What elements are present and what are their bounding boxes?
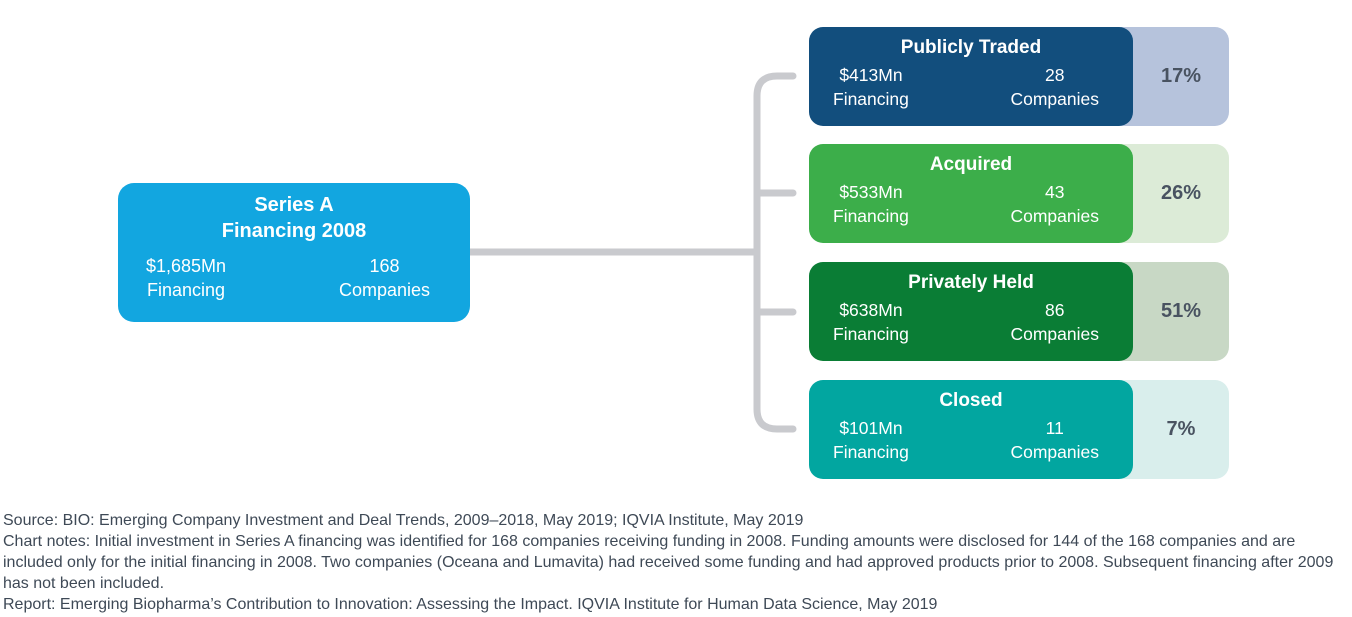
outcome-card-acquired: Acquired $533Mn Financing 43 Companies bbox=[809, 144, 1133, 243]
outcome-stats: $413Mn Financing 28 Companies bbox=[809, 63, 1133, 111]
outcome-companies-value: 86 bbox=[1045, 300, 1065, 320]
outcome-companies-label: Companies bbox=[1010, 89, 1099, 109]
outcome-financing-label: Financing bbox=[833, 206, 909, 226]
outcome-stats: $101Mn Financing 11 Companies bbox=[809, 416, 1133, 464]
outcome-stats: $638Mn Financing 86 Companies bbox=[809, 298, 1133, 346]
root-title-line1: Series A bbox=[254, 194, 334, 216]
root-companies-stat: 168 Companies bbox=[339, 254, 430, 302]
outcome-financing-stat: $413Mn Financing bbox=[833, 63, 909, 111]
outcome-financing-label: Financing bbox=[833, 89, 909, 109]
chart-notes-line: Chart notes: Initial investment in Serie… bbox=[3, 533, 1334, 592]
root-title: Series A Financing 2008 bbox=[118, 183, 470, 244]
outcome-stats: $533Mn Financing 43 Companies bbox=[809, 180, 1133, 228]
percent-value-publicly-traded: 17% bbox=[1160, 65, 1202, 87]
outcome-title: Closed bbox=[939, 390, 1003, 411]
percent-value-privately-held: 51% bbox=[1160, 300, 1202, 322]
footer-notes: Source: BIO: Emerging Company Investment… bbox=[3, 510, 1350, 615]
percent-value-closed: 7% bbox=[1166, 418, 1196, 440]
outcome-financing-label: Financing bbox=[833, 442, 909, 462]
outcome-row-closed: 7% Closed $101Mn Financing 11 Companies bbox=[809, 380, 1229, 479]
outcome-companies-value: 28 bbox=[1045, 65, 1065, 85]
root-node-series-a-financing-2008: Series A Financing 2008 $1,685Mn Financi… bbox=[118, 183, 470, 322]
root-financing-value: $1,685Mn bbox=[146, 256, 227, 276]
outcome-companies-stat: 28 Companies bbox=[1010, 63, 1099, 111]
outcome-financing-value: $101Mn bbox=[839, 418, 903, 438]
report-line: Report: Emerging Biopharma’s Contributio… bbox=[3, 596, 938, 613]
outcome-row-publicly-traded: 17% Publicly Traded $413Mn Financing 28 … bbox=[809, 27, 1229, 126]
outcome-card-publicly-traded: Publicly Traded $413Mn Financing 28 Comp… bbox=[809, 27, 1133, 126]
outcome-companies-label: Companies bbox=[1010, 206, 1099, 226]
outcome-card-privately-held: Privately Held $638Mn Financing 86 Compa… bbox=[809, 262, 1133, 361]
root-financing-stat: $1,685Mn Financing bbox=[146, 254, 226, 302]
outcome-title: Acquired bbox=[929, 154, 1013, 175]
outcome-companies-stat: 86 Companies bbox=[1010, 298, 1099, 346]
connector-group bbox=[466, 72, 797, 433]
outcome-financing-value: $413Mn bbox=[839, 65, 903, 85]
root-stats: $1,685Mn Financing 168 Companies bbox=[118, 254, 470, 302]
root-companies-label: Companies bbox=[338, 280, 430, 300]
outcome-card-closed: Closed $101Mn Financing 11 Companies bbox=[809, 380, 1133, 479]
root-title-line2: Financing 2008 bbox=[221, 220, 367, 242]
outcome-companies-stat: 43 Companies bbox=[1010, 180, 1099, 228]
root-financing-label: Financing bbox=[147, 280, 226, 300]
connector-trunk bbox=[753, 72, 797, 433]
root-companies-value: 168 bbox=[369, 256, 400, 276]
outcome-financing-label: Financing bbox=[833, 324, 909, 344]
outcome-companies-value: 11 bbox=[1045, 418, 1064, 438]
outcome-companies-label: Companies bbox=[1010, 442, 1099, 462]
outcome-companies-stat: 11 Companies bbox=[1010, 416, 1099, 464]
outcome-row-privately-held: 51% Privately Held $638Mn Financing 86 C… bbox=[809, 262, 1229, 361]
percent-value-acquired: 26% bbox=[1160, 182, 1202, 204]
outcome-financing-value: $533Mn bbox=[839, 182, 903, 202]
outcome-companies-value: 43 bbox=[1045, 182, 1065, 202]
outcome-financing-stat: $101Mn Financing bbox=[833, 416, 909, 464]
source-line: Source: BIO: Emerging Company Investment… bbox=[3, 512, 804, 529]
outcome-financing-stat: $638Mn Financing bbox=[833, 298, 909, 346]
outcome-financing-stat: $533Mn Financing bbox=[833, 180, 909, 228]
outcome-companies-label: Companies bbox=[1010, 324, 1099, 344]
outcome-row-acquired: 26% Acquired $533Mn Financing 43 Compani… bbox=[809, 144, 1229, 243]
outcome-financing-value: $638Mn bbox=[839, 300, 903, 320]
outcome-title: Privately Held bbox=[908, 272, 1034, 293]
outcome-title: Publicly Traded bbox=[900, 37, 1042, 58]
